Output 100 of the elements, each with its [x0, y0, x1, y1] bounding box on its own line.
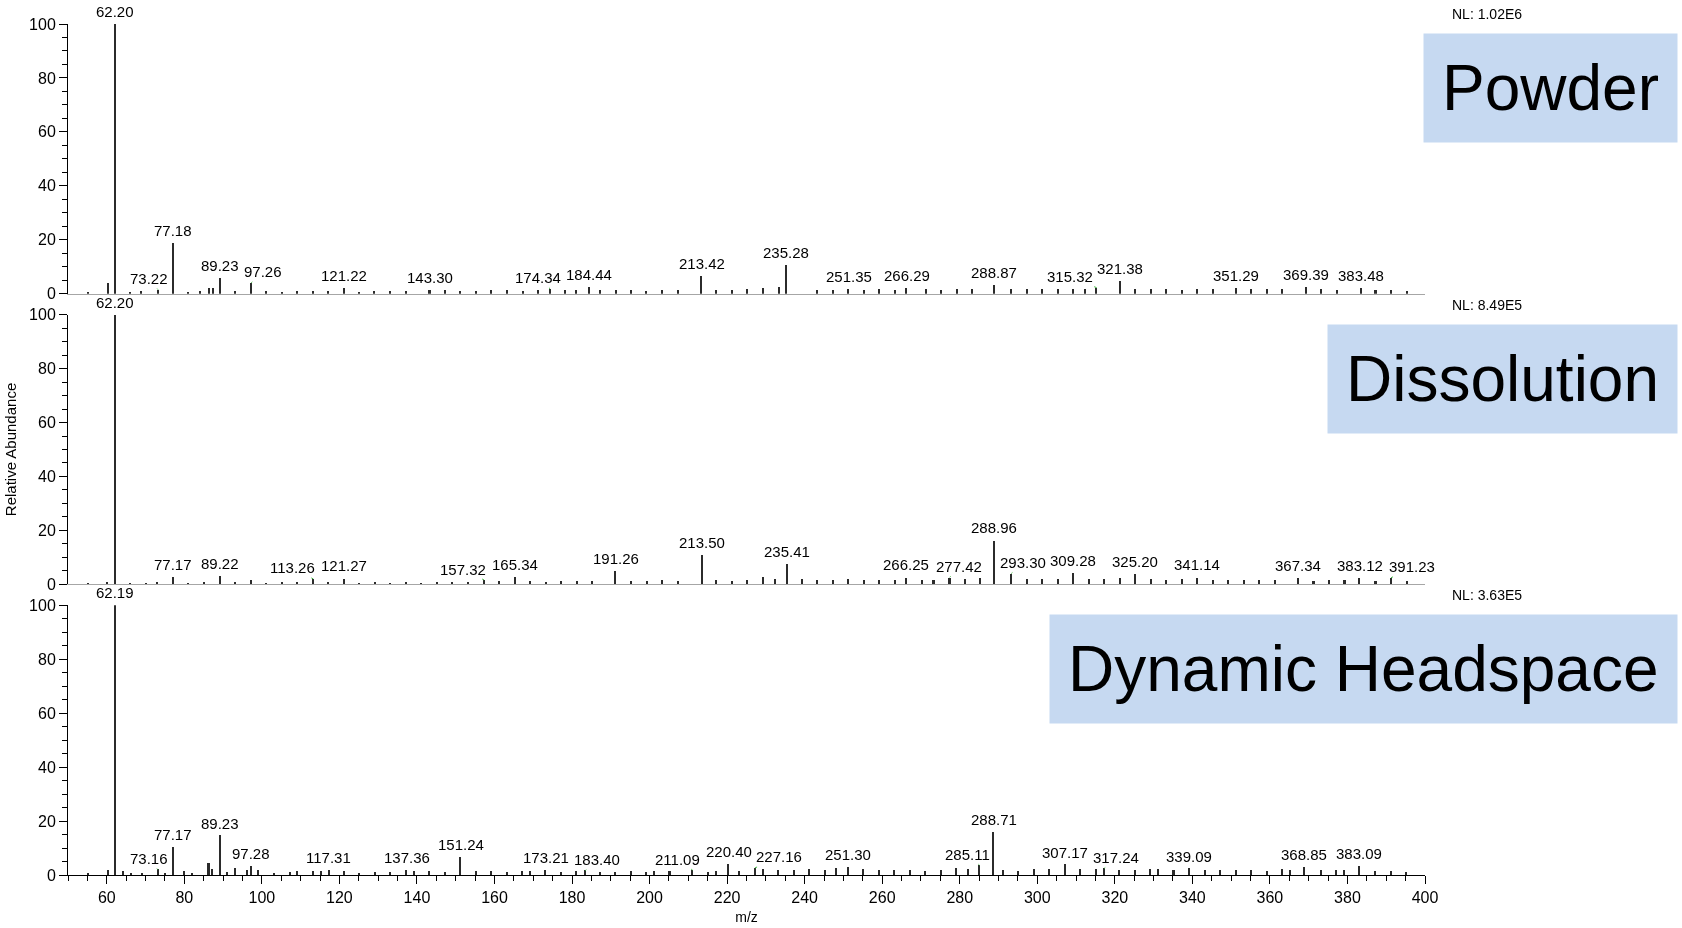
bar — [514, 576, 516, 585]
bar — [312, 578, 314, 585]
x-tick-label: 180 — [558, 889, 586, 907]
bar — [993, 285, 995, 294]
bar — [320, 871, 322, 875]
x-tick-label: 140 — [403, 889, 431, 907]
bar — [599, 872, 601, 875]
annotation: 383.09 — [1336, 845, 1382, 862]
x-axis-title: m/z — [735, 908, 758, 925]
bar — [1118, 870, 1120, 875]
bar — [1188, 868, 1190, 875]
bar — [428, 871, 430, 875]
bar — [992, 832, 994, 875]
bar — [940, 870, 942, 875]
annotation: 137.36 — [384, 849, 430, 866]
bar — [114, 605, 116, 875]
annotation: 191.26 — [593, 550, 639, 567]
annotation: 73.22 — [130, 270, 168, 287]
bar — [172, 847, 174, 875]
bar — [1374, 871, 1376, 875]
y-tick-label: 60 — [38, 123, 56, 141]
bar — [588, 287, 590, 294]
annotation: 97.26 — [244, 263, 282, 280]
bar — [521, 871, 523, 875]
bar — [774, 578, 776, 585]
y-tick-label: 100 — [29, 596, 56, 614]
annotation: 157.32 — [440, 561, 486, 578]
bar — [1149, 869, 1151, 875]
y-tick-label: 20 — [38, 522, 56, 539]
bar — [1235, 288, 1237, 294]
bar — [444, 872, 446, 875]
bar — [1002, 870, 1004, 875]
annotation: 288.71 — [971, 811, 1017, 828]
x-tick-label: 360 — [1256, 889, 1284, 907]
annotation: 309.28 — [1050, 552, 1096, 569]
bar — [762, 869, 764, 875]
bar — [691, 870, 693, 875]
annotation: 285.11 — [945, 846, 990, 863]
annotation: 77.17 — [154, 826, 192, 843]
bar — [1095, 288, 1097, 294]
x-tick-label: 300 — [1023, 889, 1051, 907]
bar — [1072, 572, 1074, 585]
bar — [490, 871, 492, 875]
x-tick-label: 220 — [713, 889, 741, 907]
bar — [212, 288, 214, 294]
bar — [1358, 866, 1360, 875]
annotation: 77.18 — [154, 222, 192, 239]
bar — [1219, 870, 1221, 875]
bar — [219, 835, 221, 875]
annotation: 325.20 — [1112, 553, 1158, 570]
bar — [1033, 869, 1035, 875]
annotation: 368.85 — [1281, 846, 1327, 863]
bar — [1119, 577, 1121, 585]
bar — [1390, 871, 1392, 875]
bar — [172, 576, 174, 585]
bar — [1064, 864, 1066, 875]
annotation: 77.17 — [154, 556, 192, 573]
bar — [1204, 870, 1206, 875]
bar — [1181, 578, 1183, 585]
bar — [978, 865, 980, 875]
bar — [1281, 869, 1283, 875]
annotation: 121.27 — [321, 557, 367, 574]
bar — [964, 578, 966, 585]
bar — [1390, 577, 1392, 585]
x-tick-label: 200 — [636, 889, 664, 907]
annotation: 113.26 — [270, 559, 315, 576]
bar — [1196, 577, 1198, 585]
bar — [1103, 868, 1105, 875]
x-tick-label: 240 — [791, 889, 819, 907]
bar — [1048, 869, 1050, 875]
bar — [645, 872, 647, 875]
annotation: 341.14 — [1174, 556, 1220, 573]
bar — [707, 872, 709, 875]
bar — [312, 871, 314, 875]
annotation: 266.25 — [883, 556, 929, 573]
bar — [847, 578, 849, 585]
annotation: 211.09 — [655, 851, 700, 868]
y-tick-label: 0 — [46, 285, 56, 303]
y-tick-label: 60 — [38, 414, 56, 432]
bar — [1250, 870, 1252, 875]
annotation: 89.22 — [201, 555, 239, 572]
bar — [786, 563, 788, 585]
x-tick-label: 400 — [1411, 889, 1439, 907]
annotation: 117.31 — [306, 849, 351, 866]
bar — [1088, 578, 1090, 585]
bar — [544, 870, 546, 875]
bar — [257, 870, 259, 875]
text: Dissolution — [1346, 343, 1660, 415]
y-tick-label: 0 — [46, 575, 56, 593]
bar — [172, 243, 174, 294]
annotation: 391.23 — [1389, 558, 1435, 575]
bar — [1134, 870, 1136, 875]
bar — [905, 288, 907, 294]
bar — [1041, 578, 1043, 585]
annotation: 251.30 — [825, 846, 871, 863]
x-tick-label: 60 — [97, 889, 116, 907]
bar — [1335, 870, 1337, 875]
bar — [909, 870, 911, 875]
bar — [122, 871, 124, 875]
bar — [878, 870, 880, 875]
